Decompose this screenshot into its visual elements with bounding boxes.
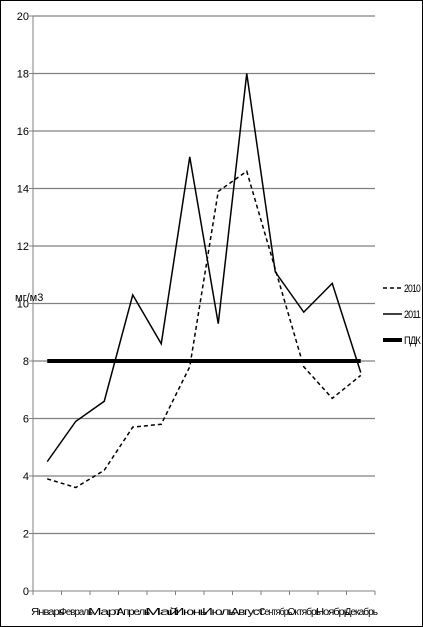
series-line-1: [47, 170, 362, 489]
y-tick-label: 0: [23, 586, 29, 598]
y-tick-label: 20: [17, 11, 29, 23]
y-tick-label: 2: [23, 529, 29, 541]
x-tick-label: Май: [145, 607, 178, 618]
x-tick-label: Март: [88, 607, 123, 618]
y-tick-label: 18: [17, 69, 29, 81]
y-tick-label: 12: [17, 241, 29, 253]
x-tick-label: Август: [231, 607, 265, 618]
legend-label-3: ПДК: [404, 335, 421, 347]
y-tick-label: 6: [23, 414, 29, 426]
x-tick-label: Сентябрь: [259, 606, 292, 618]
legend: 2010 2011 ПДК: [383, 283, 422, 347]
x-tick-label: Апрель: [117, 607, 150, 618]
legend-label-2: 2011: [404, 309, 421, 321]
x-tick-label: Январь: [31, 607, 64, 618]
x-tick-label: Октябрь: [288, 606, 321, 618]
gridlines: [33, 15, 375, 535]
series-lines: [46, 73, 362, 489]
x-tick-labels: ЯнварьФевральМартАпрельМайИюньИюльАвгуст…: [31, 606, 379, 618]
y-tick-label: 10: [17, 299, 29, 311]
y-tick-label: 8: [23, 356, 29, 368]
y-tick-labels: 0 2 4 6 8 10 12 14 16 18 20: [17, 11, 29, 598]
y-tick-label: 4: [23, 471, 29, 483]
x-tick-label: Июнь: [174, 607, 208, 618]
y-tick-label: 14: [17, 184, 29, 196]
x-tick-label: Июль: [202, 607, 236, 618]
y-axis-label: мг/м3: [15, 292, 43, 304]
axes: [29, 15, 376, 595]
series-line-2: [46, 73, 362, 463]
x-tick-label: Февраль: [60, 607, 93, 618]
x-tick-label: Декабрь: [345, 606, 378, 618]
legend-label-1: 2010: [404, 283, 421, 295]
y-tick-label: 16: [17, 126, 29, 138]
x-tick-label: Ноябрь: [316, 606, 349, 618]
